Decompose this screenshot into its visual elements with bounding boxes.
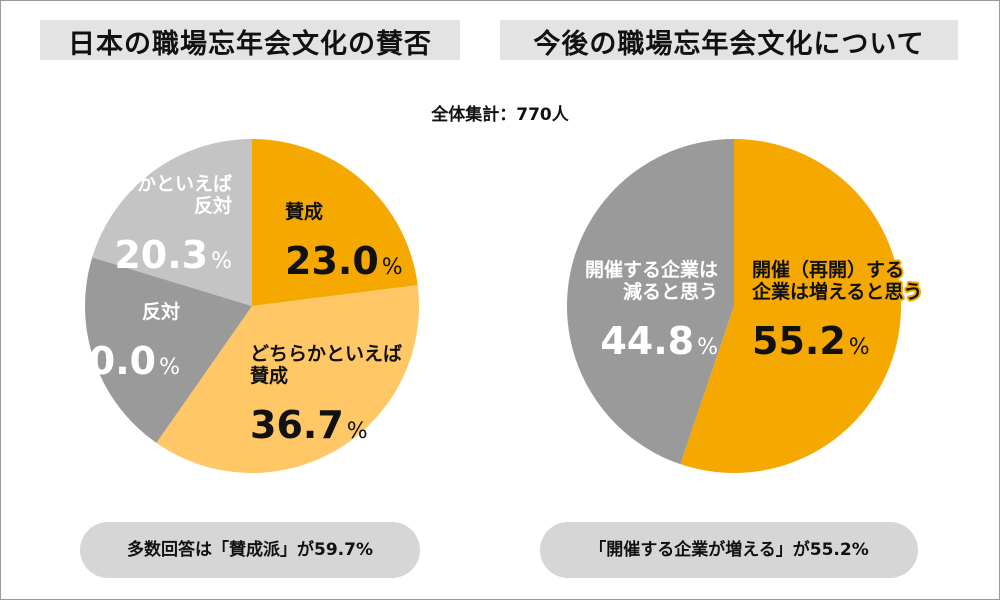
left-slice-4-label-line: どちらかといえば (80, 173, 232, 195)
left-slice-2-label-line: どちらかといえば (250, 343, 402, 365)
left-pie-slice-3 (85, 257, 252, 443)
left-slice-3-label-line: 反対 (142, 300, 180, 323)
left-slice-1-label-line: 賛成 (285, 200, 323, 223)
right-slice-2-label-line: 減ると思う (623, 280, 718, 303)
right-summary-text: 「開催する企業が増える」が55.2% (589, 540, 869, 560)
left-chart-title: 日本の職場忘年会文化の賛否 (68, 29, 432, 60)
left-slice-4-value: 20.3% (114, 233, 232, 277)
left-slice-3-value: 20.0% (62, 339, 180, 383)
left-pie-slice-2 (156, 285, 419, 473)
left-pie-slice-1 (252, 139, 418, 306)
right-title-bar: 今後の職場忘年会文化について (500, 20, 958, 60)
left-title-bar: 日本の職場忘年会文化の賛否 (40, 20, 460, 60)
left-slice-2-value: 36.7% (250, 403, 368, 447)
right-chart-title: 今後の職場忘年会文化について (533, 29, 925, 60)
left-pie-slice-4 (92, 139, 252, 306)
left-slice-4-label-line: 反対 (194, 194, 232, 217)
right-slice-2-value: 44.8% (600, 319, 718, 363)
left-slice-2-label-line: 賛成 (250, 364, 288, 387)
right-summary-pill: 「開催する企業が増える」が55.2% (540, 522, 918, 578)
left-slice-1-value: 23.0% (285, 239, 403, 283)
left-summary-text: 多数回答は「賛成派」が59.7% (127, 540, 373, 560)
right-pie-slice-2 (566, 138, 734, 465)
right-slice-1-value: 55.2% (752, 319, 870, 363)
right-slice-2-label-line: 開催する企業は (585, 258, 718, 281)
left-slice-3-label: 反対 20.0% (62, 300, 180, 383)
right-pie-slice-1 (680, 139, 901, 473)
left-summary-pill: 多数回答は「賛成派」が59.7% (80, 522, 420, 578)
right-slice-1-label-line: 開催（再開）する (752, 258, 904, 281)
right-slice-1-label-line: 企業は増えると思う (751, 280, 922, 303)
total-respondents-label: 全体集計：770人 (431, 105, 569, 125)
left-slice-1-label: 賛成 23.0% (285, 200, 403, 283)
